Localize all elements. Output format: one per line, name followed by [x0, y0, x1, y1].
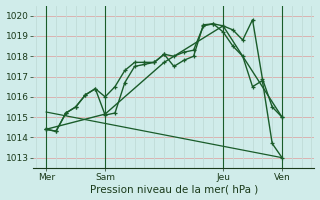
X-axis label: Pression niveau de la mer( hPa ): Pression niveau de la mer( hPa )	[90, 184, 258, 194]
